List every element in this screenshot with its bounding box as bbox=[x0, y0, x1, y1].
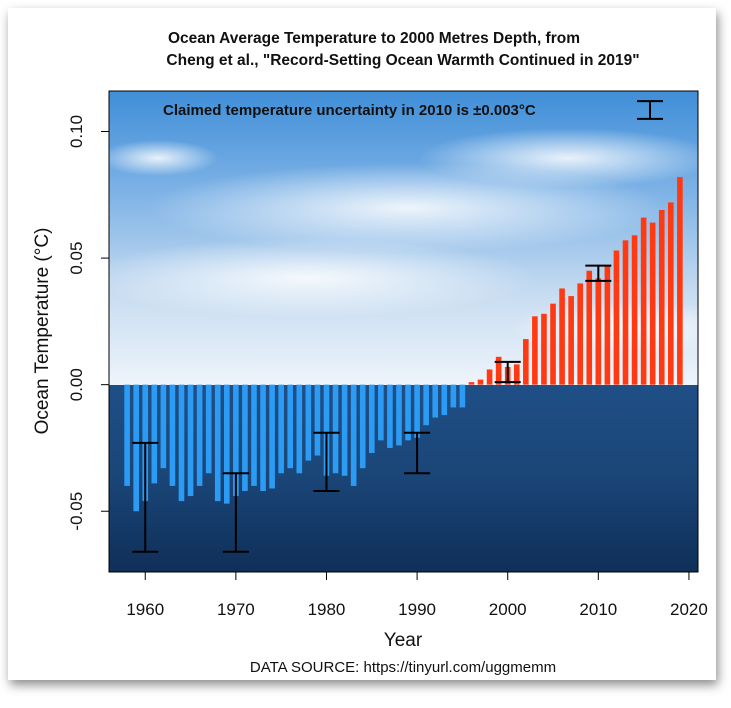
bar-2011 bbox=[604, 265, 611, 385]
bar-2016 bbox=[649, 222, 656, 385]
bar-1967 bbox=[205, 384, 212, 474]
x-tick-label-1980: 1980 bbox=[308, 600, 346, 619]
error-bar-1980 bbox=[313, 431, 340, 492]
uncertainty-annotation: Claimed temperature uncertainty in 2010 … bbox=[163, 102, 536, 119]
bar-1989 bbox=[405, 384, 411, 441]
bar-1999 bbox=[495, 356, 502, 385]
bar-2017 bbox=[658, 209, 665, 385]
x-axis: 1960 1970 1980 1990 2000 2010 2020 bbox=[126, 571, 708, 619]
bar-2001 bbox=[513, 364, 520, 385]
bar-1976 bbox=[287, 384, 294, 469]
error-bar-2000 bbox=[494, 360, 521, 384]
bar-2002 bbox=[523, 339, 529, 385]
bar-1990 bbox=[414, 384, 420, 438]
chart-title-line1: Ocean Average Temperature to 2000 Metres… bbox=[168, 30, 580, 47]
bar-1978 bbox=[305, 384, 312, 461]
bar-2008 bbox=[577, 283, 584, 385]
data-source: DATA SOURCE: https://tinyurl.com/uggmemm bbox=[250, 659, 556, 676]
bar-1979 bbox=[314, 384, 321, 456]
bar-2006 bbox=[559, 288, 565, 385]
bar-2005 bbox=[550, 303, 556, 385]
bar-1993 bbox=[441, 384, 448, 416]
bar-2013 bbox=[622, 240, 629, 385]
cloud bbox=[418, 128, 698, 188]
x-tick-label-2010: 2010 bbox=[579, 600, 617, 619]
bar-1969 bbox=[223, 384, 230, 504]
bar-1983 bbox=[350, 384, 357, 486]
bar-1971 bbox=[242, 384, 248, 491]
bar-1997 bbox=[477, 379, 484, 385]
bar-2007 bbox=[568, 296, 574, 385]
bar-2019 bbox=[677, 177, 683, 385]
x-tick-label-2000: 2000 bbox=[489, 600, 527, 619]
bar-2004 bbox=[541, 313, 547, 385]
bar-1962 bbox=[160, 384, 167, 469]
bar-1965 bbox=[187, 384, 194, 497]
annotation-error-bar bbox=[637, 100, 663, 120]
bar-1959 bbox=[133, 384, 139, 512]
y-axis: -0.05 0.00 0.05 0.10 bbox=[67, 115, 110, 531]
bar-1986 bbox=[378, 384, 384, 441]
bar-1972 bbox=[251, 384, 257, 486]
x-tick-label-1970: 1970 bbox=[217, 600, 255, 619]
chart-svg: Ocean Average Temperature to 2000 Metres… bbox=[32, 30, 708, 676]
bar-1995 bbox=[459, 384, 466, 408]
bar-1991 bbox=[423, 384, 429, 426]
y-axis-label: Ocean Temperature (°C) bbox=[32, 228, 53, 435]
error-bar-1960 bbox=[132, 441, 159, 553]
bar-1977 bbox=[296, 384, 303, 474]
bar-1968 bbox=[214, 384, 221, 502]
bars-group bbox=[124, 177, 683, 512]
bar-1985 bbox=[368, 384, 375, 454]
bar-1974 bbox=[269, 384, 275, 489]
error-bar-1990 bbox=[404, 431, 431, 475]
x-tick-label-1960: 1960 bbox=[126, 600, 164, 619]
bar-1964 bbox=[178, 384, 185, 502]
bar-1973 bbox=[260, 384, 266, 491]
bar-2010 bbox=[595, 278, 602, 385]
bar-2018 bbox=[668, 202, 674, 385]
bar-2015 bbox=[640, 217, 647, 385]
x-axis-label: Year bbox=[384, 630, 423, 651]
bar-1981 bbox=[332, 384, 339, 474]
x-tick-label-1990: 1990 bbox=[398, 600, 436, 619]
bar-1987 bbox=[387, 384, 393, 448]
bar-1958 bbox=[124, 384, 130, 486]
bar-1961 bbox=[151, 384, 158, 484]
y-tick-label-0: -0.05 bbox=[67, 492, 86, 531]
bar-2014 bbox=[631, 235, 638, 385]
cloud bbox=[109, 238, 538, 318]
bar-1980 bbox=[323, 384, 330, 476]
x-tick-label-2020: 2020 bbox=[670, 600, 708, 619]
bar-1994 bbox=[450, 384, 457, 408]
chart-title-line2: Cheng et al., "Record-Setting Ocean Warm… bbox=[166, 52, 639, 69]
bar-1998 bbox=[486, 369, 493, 385]
error-bar-1970 bbox=[222, 472, 249, 553]
bar-1996 bbox=[468, 382, 475, 385]
bar-1982 bbox=[341, 384, 348, 476]
bar-2012 bbox=[613, 250, 620, 385]
chart-frame: Ocean Average Temperature to 2000 Metres… bbox=[8, 8, 716, 680]
bar-1966 bbox=[196, 384, 203, 486]
bar-2009 bbox=[586, 270, 593, 385]
bar-1963 bbox=[169, 384, 176, 486]
error-bar-2010 bbox=[585, 264, 612, 282]
y-tick-label-2: 0.05 bbox=[67, 242, 86, 275]
cloud bbox=[109, 140, 218, 176]
bar-1975 bbox=[278, 384, 284, 474]
y-tick-label-1: 0.00 bbox=[67, 368, 86, 401]
bar-1970 bbox=[233, 384, 239, 497]
bar-2003 bbox=[532, 316, 538, 385]
y-tick-label-3: 0.10 bbox=[67, 115, 86, 148]
bar-1988 bbox=[396, 384, 402, 446]
bar-1992 bbox=[432, 384, 439, 418]
bar-1984 bbox=[359, 384, 366, 469]
error-bars-group bbox=[132, 100, 663, 553]
